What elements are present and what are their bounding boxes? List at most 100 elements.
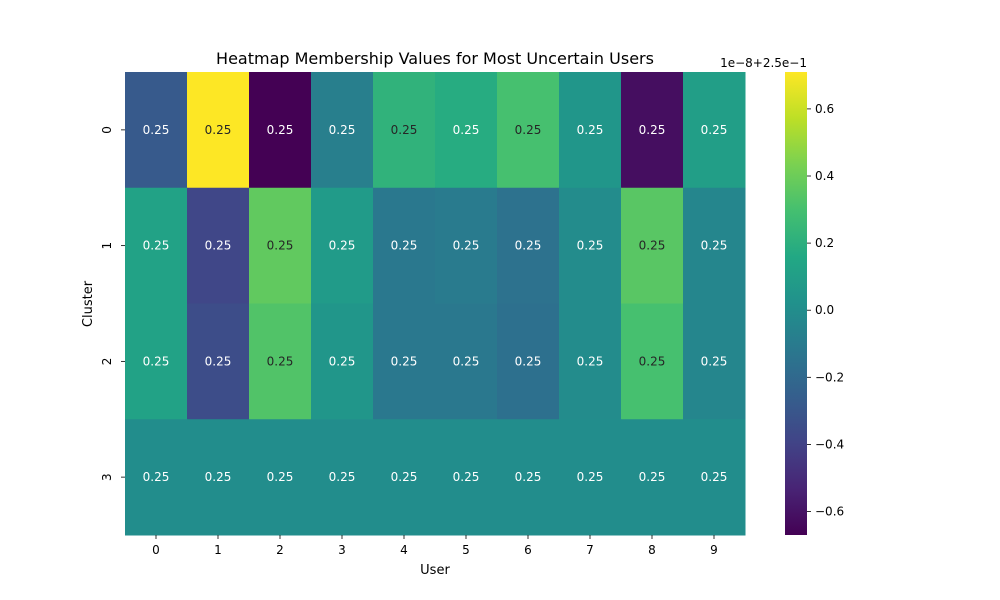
heatmap-cell [497,72,560,189]
heatmap-cell [559,303,622,420]
heatmap-cell [373,187,436,304]
x-tick-label: 4 [400,543,408,557]
heatmap-cell [187,419,250,536]
heatmap-cell [249,303,312,420]
y-axis-label: Cluster [81,280,96,327]
cell-annotation: 0.25 [701,354,728,368]
heatmap-cell [621,72,684,189]
cell-annotation: 0.25 [515,354,542,368]
cell-annotation: 0.25 [205,354,232,368]
heatmap-cell [249,419,312,536]
heatmap-cell [559,72,622,189]
x-tick-label: 5 [462,543,470,557]
cell-annotation: 0.25 [515,470,542,484]
cell-annotation: 0.25 [577,470,604,484]
colorbar-offset-text: 1e−8+2.5e−1 [720,56,807,70]
cell-annotation: 0.25 [453,470,480,484]
heatmap-cell [559,419,622,536]
colorbar-tick-label: −0.2 [815,370,844,384]
cell-annotation: 0.25 [701,123,728,137]
cell-annotation: 0.25 [205,123,232,137]
x-tick-label: 7 [586,543,594,557]
cell-annotation: 0.25 [577,354,604,368]
x-axis-ticks: 0 1 2 3 4 5 6 7 8 9 [152,535,718,557]
y-axis-ticks: 0 1 2 3 [100,126,125,481]
cell-annotation: 0.25 [267,123,294,137]
heatmap-cell [249,72,312,189]
cell-annotation: 0.25 [329,354,356,368]
heatmap-cell [683,303,746,420]
y-tick-label: 0 [100,126,114,134]
cell-annotation: 0.25 [453,354,480,368]
heatmap-cell [435,419,498,536]
cell-annotation: 0.25 [515,239,542,253]
cell-annotation: 0.25 [515,123,542,137]
heatmap-cell [435,72,498,189]
heatmap-cell [373,72,436,189]
x-tick-label: 1 [214,543,222,557]
heatmap-cell [621,419,684,536]
heatmap-cell [621,303,684,420]
x-tick-label: 6 [524,543,532,557]
heatmap-cell [187,187,250,304]
heatmap-cell [311,303,374,420]
cell-annotation: 0.25 [577,239,604,253]
cell-annotation: 0.25 [391,470,418,484]
y-tick-label: 1 [100,242,114,250]
heatmap-cell [311,187,374,304]
heatmap-cell [683,187,746,304]
cell-annotation: 0.25 [391,239,418,253]
heatmap-cells: 0.25 0.25 0.25 0.25 0.25 0.25 0.25 0.25 0.25 0.25… [125,72,746,536]
cell-annotation: 0.25 [143,239,170,253]
colorbar-tick-label: −0.4 [815,437,844,451]
cell-annotation: 0.25 [267,470,294,484]
cell-annotation: 0.25 [329,239,356,253]
cell-annotation: 0.25 [143,123,170,137]
cell-annotation: 0.25 [639,123,666,137]
cell-annotation: 0.25 [639,354,666,368]
cell-annotation: 0.25 [453,123,480,137]
x-tick-label: 0 [152,543,160,557]
x-axis-label: User [420,563,450,578]
heatmap-cell [187,72,250,189]
heatmap-cell [311,419,374,536]
cell-annotation: 0.25 [391,123,418,137]
x-tick-label: 3 [338,543,346,557]
cell-annotation: 0.25 [205,470,232,484]
heatmap-cell [311,72,374,189]
heatmap-cell [435,303,498,420]
heatmap-cell [125,72,188,189]
cell-annotation: 0.25 [205,239,232,253]
heatmap-cell [125,419,188,536]
colorbar-tick-label: −0.6 [815,505,844,519]
colorbar-tick-label: 0.2 [815,236,834,250]
heatmap-cell [497,303,560,420]
heatmap-cell [373,303,436,420]
heatmap-cell [497,419,560,536]
colorbar-tick-label: 0.6 [815,102,834,116]
cell-annotation: 0.25 [577,123,604,137]
cell-annotation: 0.25 [267,354,294,368]
cell-annotation: 0.25 [329,123,356,137]
heatmap-cell [125,187,188,304]
heatmap-cell [683,419,746,536]
heatmap-cell [249,187,312,304]
heatmap-cell [125,303,188,420]
x-tick-label: 9 [710,543,718,557]
heatmap-cell [497,187,560,304]
cell-annotation: 0.25 [143,470,170,484]
heatmap-cell [621,187,684,304]
colorbar-tick-label: 0.0 [815,303,834,317]
cell-annotation: 0.25 [143,354,170,368]
cell-annotation: 0.25 [453,239,480,253]
cell-annotation: 0.25 [639,239,666,253]
cell-annotation: 0.25 [329,470,356,484]
cell-annotation: 0.25 [701,470,728,484]
colorbar [785,72,807,535]
colorbar-tick-label: 0.4 [815,169,834,183]
heatmap-cell [435,187,498,304]
colorbar-ticks: −0.6 −0.4 −0.2 0.0 0.2 0.4 0.6 [807,102,844,519]
y-tick-label: 3 [100,473,114,481]
